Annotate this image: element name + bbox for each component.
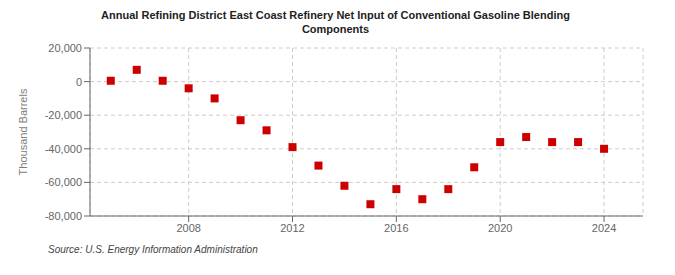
svg-text:2024: 2024 [592,222,616,234]
svg-text:20,000: 20,000 [48,42,82,54]
svg-text:2020: 2020 [488,222,512,234]
svg-text:2012: 2012 [280,222,304,234]
svg-text:-60,000: -60,000 [45,176,82,188]
html-text:Components: Components [301,23,370,35]
svg-text:-80,000: -80,000 [45,210,82,222]
svg-text:-20,000: -20,000 [45,109,82,121]
svg-text:Thousand Barrels: Thousand Barrels [17,88,29,175]
svg-text:-40,000: -40,000 [45,143,82,155]
svg-text:2008: 2008 [176,222,200,234]
svg-text:2016: 2016 [384,222,408,234]
html-text:Annual Refining District East: Annual Refining District East Coast Refi… [101,9,570,21]
svg-text:0: 0 [76,76,82,88]
html-text:Source: U.S. Energy Informatio: Source: U.S. Energy Information Administ… [48,244,258,255]
